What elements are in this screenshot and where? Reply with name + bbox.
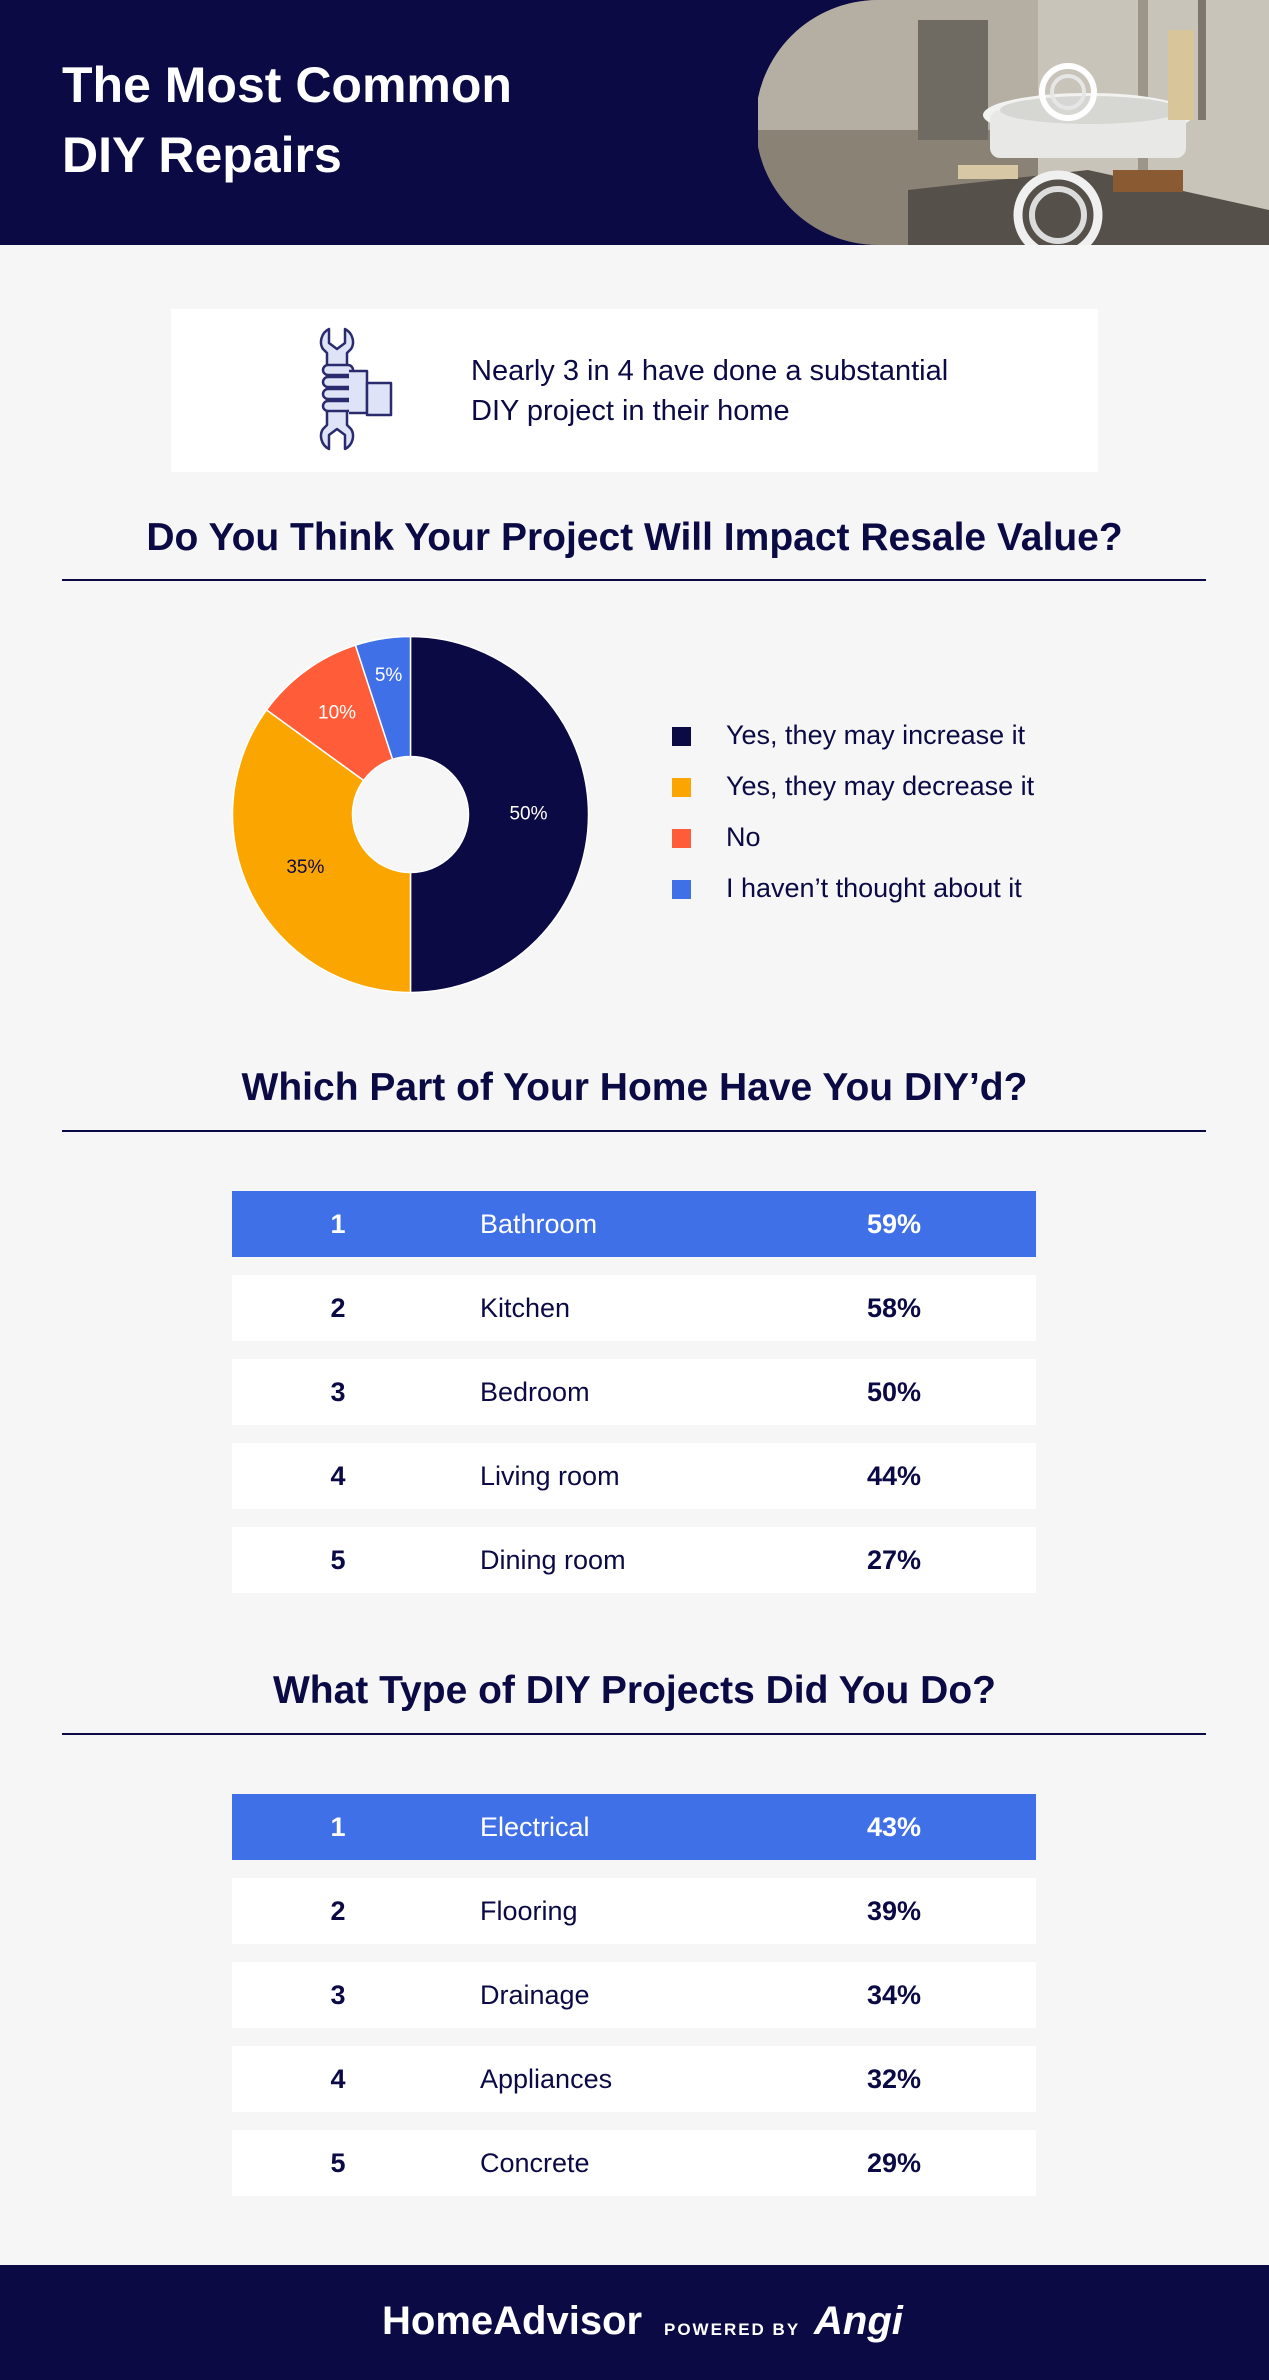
projects-rank-5: 5: [330, 2148, 346, 2178]
rooms-row-5: 5 Dining room 27%: [232, 1527, 1036, 1593]
rooms-name-1: Bathroom: [480, 1209, 598, 1239]
rooms-rank-1: 1: [330, 1209, 346, 1239]
rooms-row-2: 2 Kitchen 58%: [232, 1275, 1036, 1341]
rooms-table: 1 Bathroom 59% 2 Kitchen 58% 3 Bedroom 50% 4 Livin…: [232, 1191, 1036, 1611]
rooms-section-title: Which Part of Your Home Have You DIY’d?: [241, 1066, 1028, 1109]
projects-rank-1: 1: [330, 1812, 346, 1842]
bathroom-renovation-photo: [758, 0, 1269, 245]
projects-name-4: Appliances: [480, 2064, 613, 2094]
legend-label-4: I haven’t thought about it: [726, 873, 1022, 903]
rooms-row-4: 4 Living room 44%: [232, 1443, 1036, 1509]
powered-by-text: POWERED BY: [664, 2320, 801, 2339]
rooms-row-3: 3 Bedroom 50%: [232, 1359, 1036, 1425]
projects-rank-2: 2: [330, 1896, 346, 1926]
projects-row-5: 5 Concrete 29%: [232, 2130, 1036, 2196]
legend-label-3: No: [726, 822, 761, 852]
rooms-percent-4: 44%: [866, 1461, 922, 1491]
rooms-rank-3: 3: [330, 1377, 346, 1407]
rooms-rank-4: 4: [330, 1461, 346, 1491]
projects-section-divider: [62, 1733, 1206, 1735]
projects-rank-3: 3: [330, 1980, 346, 2010]
projects-name-5: Concrete: [480, 2148, 590, 2178]
projects-row-2: 2 Flooring 39%: [232, 1878, 1036, 1944]
projects-name-3: Drainage: [480, 1980, 590, 2010]
resale-section-title: Do You Think Your Project Will Impact Re…: [146, 516, 1123, 559]
rooms-name-3: Bedroom: [480, 1377, 590, 1407]
projects-percent-3: 34%: [866, 1980, 922, 2010]
projects-table: 1 Electrical 43% 2 Flooring 39% 3 Drainage 34% 4 A…: [232, 1794, 1036, 2214]
page-title-line-2: DIY Repairs: [62, 127, 342, 183]
rooms-percent-2: 58%: [866, 1293, 922, 1323]
pie-slice-3: [265, 644, 394, 782]
pie-slice-2: [231, 708, 412, 994]
projects-row-3: 3 Drainage 34%: [232, 1962, 1036, 2028]
projects-percent-5: 29%: [866, 2148, 922, 2178]
legend-swatch-3: [672, 829, 691, 848]
legend-item-4: I haven’t thought about it: [672, 868, 1112, 919]
legend-label-2: Yes, they may decrease it: [726, 771, 1035, 801]
rooms-name-5: Dining room: [480, 1545, 626, 1575]
rooms-rank-5: 5: [330, 1545, 346, 1575]
projects-percent-1: 43%: [866, 1812, 922, 1842]
legend-item-3: No: [672, 817, 1112, 868]
pie-slice-label-1: 50%: [509, 804, 547, 825]
legend-item-1: Yes, they may increase it: [672, 715, 1112, 766]
stat-card: Nearly 3 in 4 have done a substantial DI…: [171, 309, 1098, 472]
hand-holding-wrench-icon: [319, 327, 393, 451]
projects-percent-4: 32%: [866, 2064, 922, 2094]
resale-section-divider: [62, 579, 1206, 581]
legend-swatch-4: [672, 880, 691, 899]
stat-text: Nearly 3 in 4 have done a substantial DI…: [471, 351, 1031, 431]
projects-name-2: Flooring: [480, 1896, 578, 1926]
rooms-name-2: Kitchen: [480, 1293, 571, 1323]
pie-slice-label-3: 10%: [318, 702, 356, 723]
legend-swatch-1: [672, 727, 691, 746]
angi-logo: Angi: [814, 2299, 903, 2343]
projects-row-1: 1 Electrical 43%: [232, 1794, 1036, 1860]
stat-text-line-2: DIY project in their home: [471, 395, 790, 427]
projects-section-title: What Type of DIY Projects Did You Do?: [272, 1669, 996, 1712]
pie-slice-4: [354, 635, 412, 761]
header-banner: The Most Common DIY Repairs: [0, 0, 1269, 245]
projects-name-1: Electrical: [480, 1812, 590, 1842]
stat-text-line-1: Nearly 3 in 4 have done a substantial: [471, 355, 949, 387]
page-title: The Most Common DIY Repairs: [62, 50, 662, 190]
rooms-percent-3: 50%: [866, 1377, 922, 1407]
rooms-section-divider: [62, 1130, 1206, 1132]
pie-slice-1: [409, 635, 590, 994]
resale-chart-legend: Yes, they may increase it Yes, they may d…: [672, 715, 1112, 919]
rooms-rank-2: 2: [330, 1293, 346, 1323]
rooms-name-4: Living room: [480, 1461, 620, 1491]
footer: HomeAdvisor POWERED BY Angi: [0, 2265, 1269, 2380]
projects-percent-2: 39%: [866, 1896, 922, 1926]
projects-rank-4: 4: [330, 2064, 346, 2094]
rooms-percent-5: 27%: [866, 1545, 922, 1575]
homeadvisor-logo: HomeAdvisor: [382, 2299, 643, 2343]
rooms-row-1: 1 Bathroom 59%: [232, 1191, 1036, 1257]
rooms-percent-1: 59%: [866, 1209, 922, 1239]
pie-slice-label-2: 35%: [286, 857, 324, 878]
legend-label-1: Yes, they may increase it: [726, 720, 1026, 750]
legend-swatch-2: [672, 778, 691, 797]
resale-donut-chart: 50% 35% 10% 5%: [231, 635, 590, 994]
page-title-line-1: The Most Common: [62, 57, 512, 113]
projects-row-4: 4 Appliances 32%: [232, 2046, 1036, 2112]
legend-item-2: Yes, they may decrease it: [672, 766, 1112, 817]
pie-slice-label-4: 5%: [375, 665, 403, 686]
